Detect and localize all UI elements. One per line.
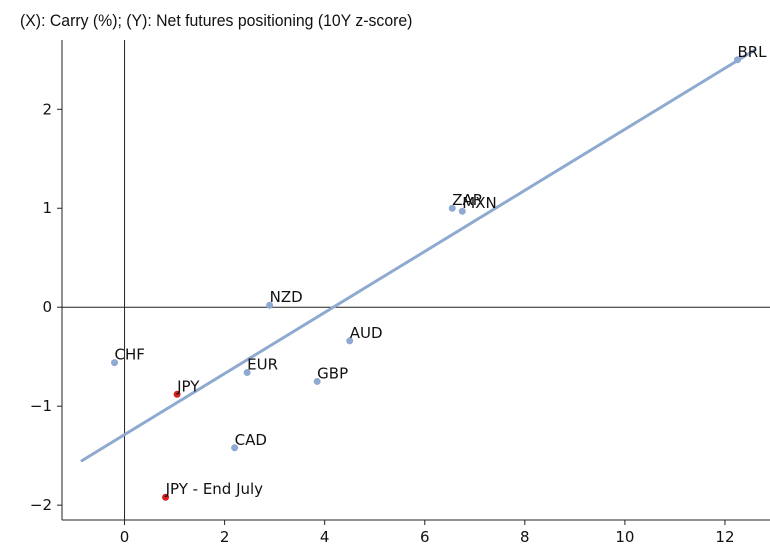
- data-point: [346, 337, 354, 345]
- y-tick-label: 1: [42, 199, 52, 217]
- y-tick-label: −1: [30, 397, 52, 415]
- data-point: [458, 207, 466, 215]
- data-point: [243, 369, 251, 377]
- point-label: AUD: [350, 324, 383, 342]
- data-point: [313, 377, 321, 385]
- point-label: ZAR: [452, 191, 483, 209]
- point-label: JPY - End July: [165, 480, 264, 498]
- data-point: [733, 56, 741, 64]
- data-point: [162, 493, 170, 501]
- point-label: NZD: [270, 288, 303, 306]
- point-label: GBP: [317, 364, 348, 382]
- x-tick-label: 8: [520, 528, 530, 546]
- data-point: [173, 390, 181, 398]
- x-tick-label: 10: [615, 528, 634, 546]
- trend-line: [80, 48, 757, 463]
- point-label: MXN: [462, 194, 496, 212]
- point-label: CHF: [115, 346, 145, 364]
- data-point: [111, 359, 119, 367]
- x-tick-label: 6: [420, 528, 430, 546]
- y-tick-label: 2: [42, 100, 52, 118]
- data-point: [266, 301, 274, 309]
- point-label: BRL: [737, 43, 767, 61]
- trend-line-group: [80, 48, 757, 463]
- x-tick-label: 0: [120, 528, 130, 546]
- x-tick-label: 4: [320, 528, 330, 546]
- x-tick-label: 2: [220, 528, 230, 546]
- point-label: EUR: [247, 356, 278, 374]
- chart-title: (X): Carry (%); (Y): Net futures positio…: [20, 11, 413, 30]
- y-tick-label: 0: [42, 298, 52, 316]
- data-point: [231, 444, 239, 452]
- data-point: [448, 204, 456, 212]
- point-label: CAD: [235, 431, 267, 449]
- y-tick-label: −2: [30, 496, 52, 514]
- point-label: JPY: [176, 377, 200, 395]
- x-tick-label: 12: [715, 528, 734, 546]
